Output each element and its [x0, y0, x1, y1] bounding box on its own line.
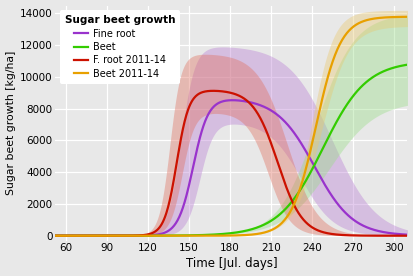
Y-axis label: Sugar beet growth [kg/ha]: Sugar beet growth [kg/ha] [5, 51, 16, 195]
Legend: Fine root, Beet, F. root 2011-14, Beet 2011-14: Fine root, Beet, F. root 2011-14, Beet 2… [60, 10, 180, 84]
X-axis label: Time [Jul. days]: Time [Jul. days] [185, 258, 277, 270]
